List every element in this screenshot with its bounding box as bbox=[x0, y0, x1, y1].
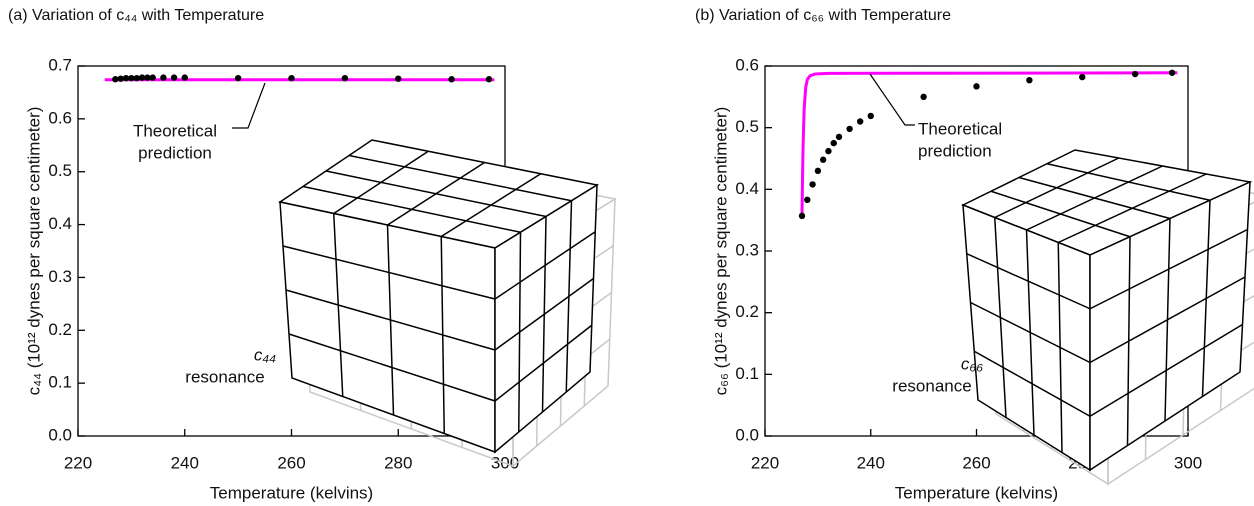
y-axis-label: c₄₄ (10¹² dynes per square centimeter) bbox=[24, 107, 43, 396]
x-axis-label: Temperature (kelvins) bbox=[210, 483, 373, 502]
data-point bbox=[128, 74, 135, 82]
data-point bbox=[825, 147, 832, 155]
annotation: resonance bbox=[185, 367, 264, 386]
data-point bbox=[117, 75, 124, 82]
cube-grid bbox=[440, 173, 542, 238]
data-point bbox=[809, 181, 816, 188]
data-point bbox=[234, 74, 242, 82]
data-point bbox=[835, 133, 843, 141]
data-point bbox=[181, 74, 188, 81]
x-tick-label: 280 bbox=[384, 453, 412, 472]
data-point bbox=[160, 74, 167, 81]
data-point bbox=[1026, 76, 1033, 84]
cube-grid bbox=[1057, 173, 1207, 244]
y-tick-label: 0.6 bbox=[735, 55, 759, 74]
y-tick-label: 0.1 bbox=[735, 364, 759, 383]
data-point bbox=[798, 212, 806, 220]
x-tick-label: 260 bbox=[962, 453, 990, 472]
annotation: Theoretical bbox=[133, 121, 217, 140]
data-point bbox=[288, 74, 295, 82]
y-tick-label: 0.2 bbox=[735, 302, 759, 321]
annotation: resonance bbox=[892, 376, 971, 395]
y-tick-label: 0.3 bbox=[48, 267, 72, 286]
cube-grid bbox=[440, 236, 445, 434]
x-tick-label: 300 bbox=[1174, 453, 1202, 472]
x-tick-label: 220 bbox=[64, 453, 92, 472]
x-tick-label: 240 bbox=[171, 453, 199, 472]
cube-grid bbox=[1057, 242, 1063, 453]
data-point bbox=[395, 75, 402, 82]
chart-title: (a) Variation of c₄₄ with Temperature bbox=[8, 7, 264, 24]
data-point bbox=[920, 93, 927, 101]
annotation: prediction bbox=[918, 141, 992, 160]
cube-grid bbox=[1201, 200, 1211, 397]
cube-grid bbox=[565, 200, 573, 393]
y-tick-label: 0.0 bbox=[48, 425, 72, 444]
leader-line bbox=[232, 82, 266, 129]
cube-grid bbox=[1089, 323, 1243, 417]
cube-grid bbox=[1026, 165, 1163, 231]
data-point bbox=[485, 76, 493, 83]
y-tick-label: 0.7 bbox=[48, 55, 72, 74]
data-point bbox=[112, 76, 119, 83]
data-point bbox=[448, 76, 455, 83]
data-point bbox=[122, 74, 130, 82]
x-axis-label: Temperature (kelvins) bbox=[895, 483, 1058, 502]
y-tick-label: 0.5 bbox=[48, 161, 72, 180]
data-point bbox=[1131, 70, 1139, 78]
y-tick-label: 0.5 bbox=[735, 117, 759, 136]
y-tick-label: 0.4 bbox=[48, 214, 72, 233]
data-point bbox=[867, 112, 874, 120]
cube-grid bbox=[285, 289, 496, 351]
data-point bbox=[819, 156, 827, 163]
cube-grid bbox=[1046, 163, 1211, 201]
annotation: Theoretical bbox=[918, 119, 1002, 138]
y-tick-label: 0.6 bbox=[48, 108, 72, 127]
cube-grid bbox=[1089, 276, 1246, 364]
data-point bbox=[138, 74, 146, 81]
x-tick-label: 240 bbox=[857, 453, 885, 472]
cube-grid bbox=[973, 350, 1091, 417]
y-axis-label: c₆₆ (10¹² dynes per square centimeter) bbox=[711, 107, 730, 396]
data-point bbox=[133, 74, 140, 82]
data-point bbox=[973, 83, 980, 90]
cube-grid bbox=[387, 161, 485, 226]
data-point bbox=[830, 139, 837, 147]
data-point bbox=[804, 196, 811, 204]
data-point bbox=[170, 74, 178, 81]
y-tick-label: 0.1 bbox=[48, 373, 72, 392]
data-point bbox=[1079, 73, 1086, 81]
y-tick-label: 0.3 bbox=[735, 240, 759, 259]
theory-line bbox=[800, 71, 1178, 215]
x-tick-label: 220 bbox=[751, 453, 779, 472]
cube-grid bbox=[494, 277, 594, 351]
data-point bbox=[341, 74, 349, 82]
data-point bbox=[144, 74, 151, 81]
cube-grid bbox=[970, 301, 1091, 364]
cube bbox=[278, 139, 600, 454]
leader-line bbox=[869, 73, 915, 126]
cube-grid bbox=[288, 333, 496, 402]
cube-grid bbox=[348, 154, 572, 202]
chart-title: (b) Variation of c₆₆ with Temperature bbox=[695, 7, 951, 24]
annotation: prediction bbox=[138, 143, 212, 162]
data-point bbox=[846, 125, 853, 133]
y-tick-label: 0.0 bbox=[735, 425, 759, 444]
y-tick-label: 0.4 bbox=[735, 179, 759, 198]
cube-grid bbox=[494, 324, 593, 402]
x-tick-label: 260 bbox=[277, 453, 305, 472]
annotation: c₄₄ bbox=[254, 345, 276, 364]
data-point bbox=[856, 118, 864, 125]
y-tick-label: 0.2 bbox=[48, 320, 72, 339]
data-point bbox=[149, 74, 156, 81]
data-point bbox=[814, 167, 822, 175]
cube bbox=[961, 149, 1253, 472]
annotation: c₆₆ bbox=[961, 354, 983, 373]
data-point bbox=[1168, 69, 1176, 76]
